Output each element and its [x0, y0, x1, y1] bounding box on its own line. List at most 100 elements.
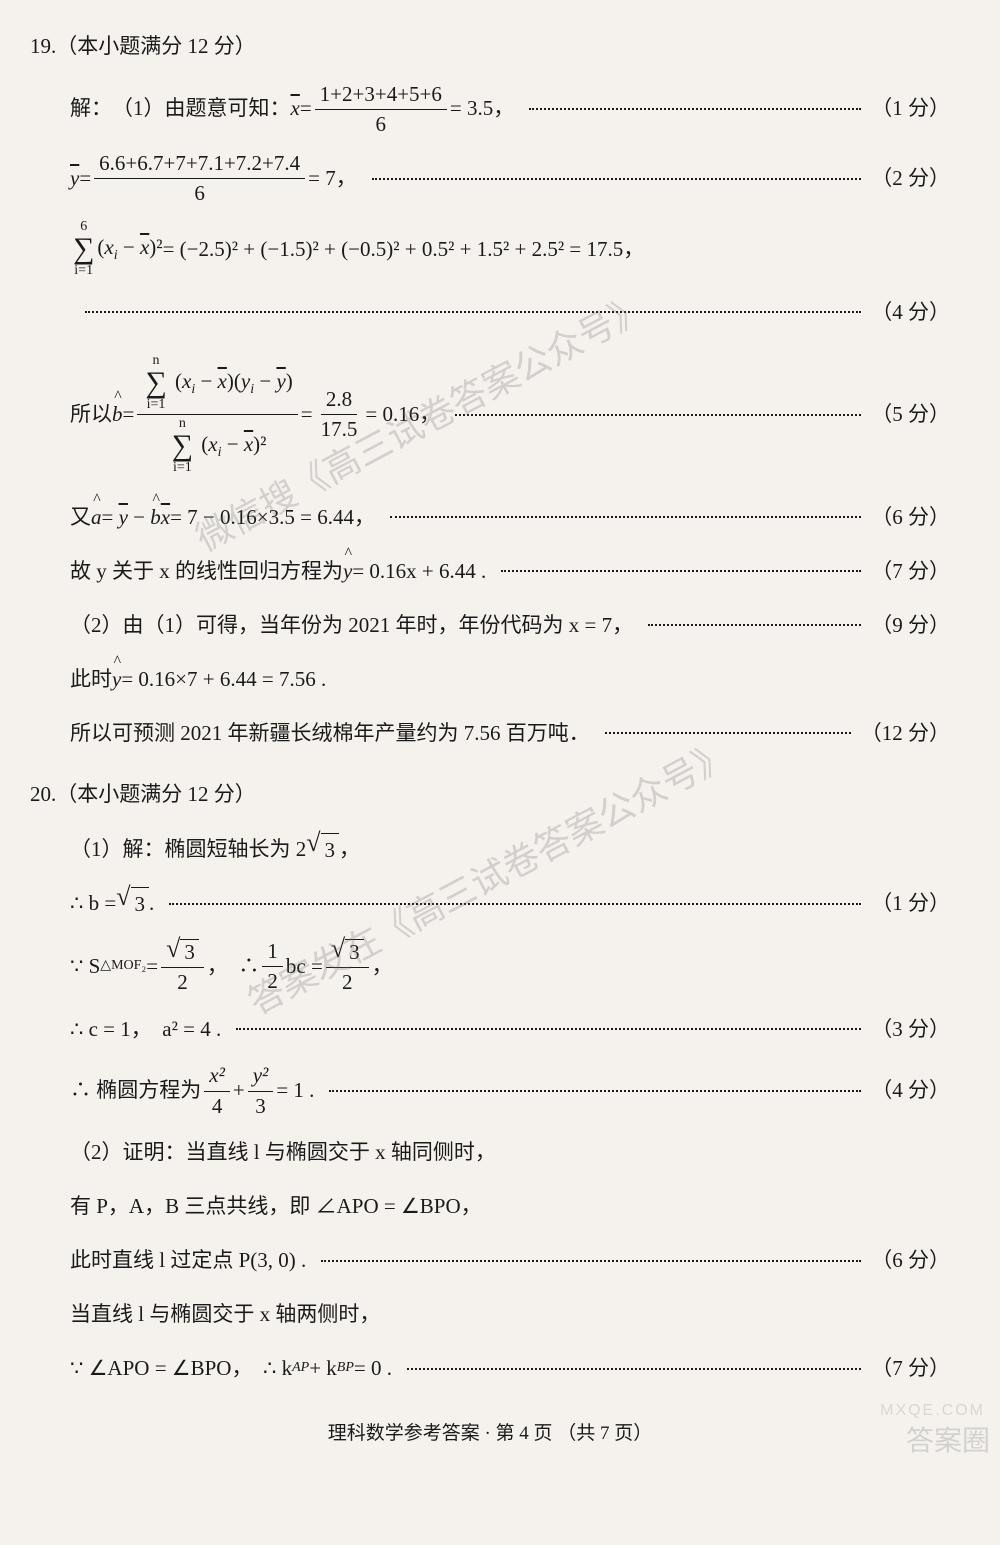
dotted-leader [169, 903, 861, 905]
q20-l3-mid: ， ∴ [207, 950, 260, 984]
sigma-glyph: ∑ [73, 234, 94, 264]
dotted-leader [85, 311, 861, 313]
dotted-leader [501, 570, 861, 572]
q20-l8-body: 此时直线 l 过定点 P(3, 0) . [70, 1244, 306, 1278]
sqrt-arg: 3 [180, 939, 199, 965]
ahat-icon: a [91, 501, 102, 535]
frac-den: 3 [250, 1092, 271, 1119]
eq-text: = y − bx [102, 501, 171, 535]
q19-l7-body: （2）由（1）可得，当年份为 2021 年时，年份代码为 x = 7， [70, 609, 633, 643]
q19-l9-pts: （12 分） [861, 717, 950, 751]
q20-l3-bc: bc = [286, 950, 323, 984]
q19-line7: （2）由（1）可得，当年份为 2021 年时，年份代码为 x = 7， （9 分… [70, 605, 950, 645]
q19-l3-body: = (−2.5)² + (−1.5)² + (−0.5)² + 0.5² + 1… [163, 233, 645, 267]
dotted-leader [455, 414, 861, 416]
q20-header: 20.（本小题满分 12 分） [30, 778, 950, 812]
sum-arg: (xi − x)² [97, 231, 162, 268]
q20-l2-prefix: ∴ b = [70, 887, 116, 921]
dotted-leader [648, 624, 861, 626]
q19-line6: 故 y 关于 x 的线性回归方程为 y = 0.16x + 6.44 . （7 … [70, 551, 950, 591]
q19-l2-pts: （2 分） [871, 162, 950, 196]
q19-l1-suffix: = 3.5， [450, 92, 514, 126]
q19-l8-prefix: 此时 [70, 663, 112, 697]
q20-l3-suffix: ， [372, 950, 393, 984]
q19-l1-prefix: 解： （1）由题意可知： [70, 92, 291, 126]
dotted-leader [390, 516, 861, 518]
q20-l9-body: 当直线 l 与椭圆交于 x 轴两侧时， [70, 1298, 380, 1332]
q19-l9-body: 所以可预测 2021 年新疆长绒棉年产量约为 7.56 百万吨． [70, 717, 590, 751]
sqrt-arg: 3 [321, 833, 340, 868]
q19-l1-pts: （1 分） [871, 92, 950, 126]
sqrt-icon: √3 [306, 833, 339, 868]
q20-l4-pts: （3 分） [871, 1013, 950, 1047]
frac-icon: 1 2 [262, 939, 283, 994]
dotted-leader [372, 178, 862, 180]
eq-text: = [79, 162, 91, 196]
frac-icon: 1+2+3+4+5+6 6 [315, 82, 447, 137]
frac-num: √3 [161, 938, 204, 968]
sqrt-icon: √3 [116, 887, 149, 922]
frac-icon: √3 2 [326, 938, 369, 995]
frac-den: 2 [172, 968, 193, 995]
q20-l5-prefix: ∴ 椭圆方程为 [70, 1074, 201, 1108]
q19-l6-body: 故 y 关于 x 的线性回归方程为 [70, 555, 343, 589]
eq-text: = [146, 950, 158, 984]
page-footer: 理科数学参考答案 · 第 4 页 （共 7 页） [30, 1419, 950, 1449]
frac-num: 1 [262, 939, 283, 967]
dotted-leader [329, 1090, 861, 1092]
dotted-leader [236, 1028, 861, 1030]
q19-l2-suffix: = 7， [308, 162, 357, 196]
yhat-icon: y [112, 663, 121, 697]
dotted-leader [529, 108, 861, 110]
frac-num: x² [204, 1063, 230, 1091]
q20-line9: 当直线 l 与椭圆交于 x 轴两侧时， [70, 1295, 950, 1335]
q19-line2: y = 6.6+6.7+7+7.1+7.2+7.4 6 = 7， （2 分） [70, 151, 950, 206]
q20-l8-pts: （6 分） [871, 1244, 950, 1278]
q19-line1: 解： （1）由题意可知： x = 1+2+3+4+5+6 6 = 3.5， （1… [70, 82, 950, 137]
sub-ap: AP [292, 1357, 309, 1379]
xbar-icon: x [291, 92, 300, 126]
sqrt-arg: 3 [131, 887, 150, 922]
frac-den: 4 [207, 1092, 228, 1119]
q19-l5-pts: （6 分） [871, 501, 950, 535]
q20-l4-body: ∴ c = 1， a² = 4 . [70, 1013, 221, 1047]
q19-l4-prefix: 所以 [70, 398, 112, 432]
q20-line2: ∴ b = √3 . （1 分） [70, 884, 950, 924]
q20-l1-prefix: （1）解：椭圆短轴长为 2 [70, 833, 306, 867]
q19-l5-prefix: 又 [70, 501, 91, 535]
q19-l5-body: = 7 − 0.16×3.5 = 6.44， [170, 501, 375, 535]
frac-num: y² [248, 1063, 274, 1091]
ybar-icon: y [70, 162, 79, 196]
q20-line1: （1）解：椭圆短轴长为 2 √3 ， [70, 830, 950, 870]
q19-l7-pts: （9 分） [871, 609, 950, 643]
frac-num: 6.6+6.7+7+7.1+7.2+7.4 [94, 151, 305, 179]
dotted-leader [605, 732, 851, 734]
eq-text: = [301, 398, 313, 432]
q19-line3: 6 ∑ i=1 (xi − x)² = (−2.5)² + (−1.5)² + … [70, 220, 950, 278]
q20-l2-suffix: . [149, 887, 154, 921]
frac-den: 6 [189, 179, 210, 206]
q19-l4-pts: （5 分） [871, 398, 950, 432]
frac-icon: √3 2 [161, 938, 204, 995]
plus-text: + [233, 1074, 245, 1108]
bhat-icon: b [112, 398, 123, 432]
dotted-leader [321, 1260, 861, 1262]
q19-l3-pts: （4 分） [871, 296, 950, 330]
eq-text: = [123, 398, 135, 432]
frac-icon: 6.6+6.7+7+7.1+7.2+7.4 6 [94, 151, 305, 206]
q19-line8: 此时 y = 0.16×7 + 6.44 = 7.56 . [70, 659, 950, 699]
q20-l1-suffix: ， [339, 833, 360, 867]
q20-l10-suffix: = 0 . [354, 1352, 392, 1386]
frac-den: 6 [371, 110, 392, 137]
q20-line5: ∴ 椭圆方程为 x² 4 + y² 3 = 1 . （4 分） [70, 1063, 950, 1118]
frac-den: 2 [262, 967, 283, 994]
q20-l2-pts: （1 分） [871, 887, 950, 921]
q20-l5-pts: （4 分） [871, 1074, 950, 1108]
q20-line7: 有 P，A，B 三点共线，即 ∠APO = ∠BPO， [70, 1187, 950, 1227]
q19-l6-pts: （7 分） [871, 555, 950, 589]
q19-header: 19.（本小题满分 12 分） [30, 30, 950, 64]
q19-line3-pts: （4 分） [70, 292, 950, 332]
sum-bot: i=1 [74, 264, 93, 278]
frac-den: n∑i=1 (xi − x)² [164, 415, 272, 475]
q19-l4-suffix: = 0.16， [365, 398, 440, 432]
